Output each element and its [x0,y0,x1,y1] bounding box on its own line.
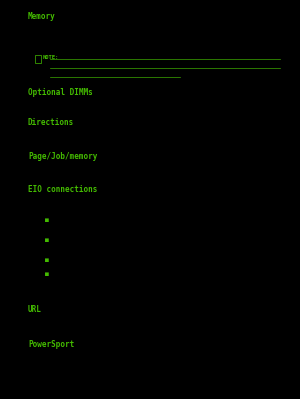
Text: Memory: Memory [28,12,56,21]
Text: Directions: Directions [28,118,74,127]
Text: Page/Job/memory: Page/Job/memory [28,152,98,161]
Text: NOTE:: NOTE: [43,55,59,60]
Text: PowerSport: PowerSport [28,340,74,349]
Text: URL: URL [28,305,42,314]
Bar [35,55,41,63]
Text: ■: ■ [45,238,49,243]
Text: ■: ■ [45,218,49,223]
Text: Optional DIMMs: Optional DIMMs [28,88,93,97]
Text: ■: ■ [45,272,49,277]
Text: ■: ■ [45,258,49,263]
Text: EIO connections: EIO connections [28,185,98,194]
